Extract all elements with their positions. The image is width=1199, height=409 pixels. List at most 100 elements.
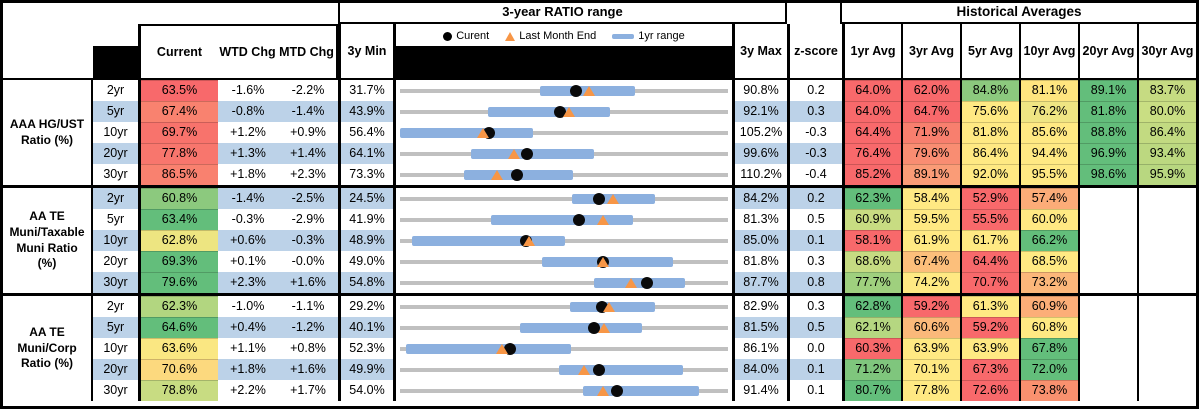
- last-month-triangle-marker: [523, 235, 536, 246]
- current-cell: 79.6%: [138, 272, 218, 293]
- change-columns-header: Current WTD Chg MTD Chg: [138, 24, 338, 78]
- avg-cell-3yr-avg: 59.2%: [901, 296, 960, 317]
- tenor-cell: 5yr: [93, 101, 138, 122]
- table-row: 2yr 62.3% -1.0% -1.1% 29.2% 82.9% 0.3 62.8% 59.2…: [93, 296, 1196, 317]
- wtd-chg-cell: -1.4%: [218, 188, 278, 209]
- wtd-chg-cell: +0.1%: [218, 251, 278, 272]
- mtd-chg-cell: -2.5%: [278, 188, 338, 209]
- wtd-chg-cell: +2.2%: [218, 380, 278, 401]
- max-3y-cell: 85.0%: [732, 230, 787, 251]
- wtd-chg-cell: +0.4%: [218, 317, 278, 338]
- avg-cell-5yr-avg: 59.2%: [960, 317, 1019, 338]
- last-month-triangle-marker: [577, 364, 590, 375]
- avg-cell-30yr-avg: [1137, 230, 1196, 251]
- max-3y-cell: 81.5%: [732, 317, 787, 338]
- avg-cell-1yr-avg: 60.3%: [842, 338, 901, 359]
- avg-cell-5yr-avg: 72.6%: [960, 380, 1019, 401]
- table-row: 30yr 86.5% +1.8% +2.3% 73.3% 110.2% -0.4 85.2% 8…: [93, 164, 1196, 185]
- last-month-triangle-marker: [596, 256, 609, 267]
- tenor-cell: 20yr: [93, 359, 138, 380]
- zscore-cell: 0.5: [787, 317, 842, 338]
- range-chart-cell: [393, 188, 732, 209]
- avg-cell-1yr-avg: 68.6%: [842, 251, 901, 272]
- avg-cell-30yr-avg: [1137, 272, 1196, 293]
- avg-cell-10yr-avg: 94.4%: [1019, 143, 1078, 164]
- range-track: [400, 317, 728, 338]
- tenor-cell: 2yr: [93, 188, 138, 209]
- avg-cell-3yr-avg: 58.4%: [901, 188, 960, 209]
- range-chart-cell: [393, 122, 732, 143]
- last-month-triangle-marker: [607, 193, 620, 204]
- avg-cell-20yr-avg: [1078, 230, 1137, 251]
- current-dot-marker: [641, 276, 654, 289]
- range-track: [400, 80, 728, 101]
- avg-cell-30yr-avg: [1137, 251, 1196, 272]
- avg-cell-10yr-avg: 68.5%: [1019, 251, 1078, 272]
- avg-cell-30yr-avg: 83.7%: [1137, 80, 1196, 101]
- avg-cell-5yr-avg: 86.4%: [960, 143, 1019, 164]
- min-3y-cell: 40.1%: [338, 317, 393, 338]
- range-line-3y: [400, 130, 728, 135]
- tenor-cell: 10yr: [93, 230, 138, 251]
- col-header-30yr-avg: 30yr Avg: [1137, 24, 1196, 78]
- zscore-cell: -0.4: [787, 164, 842, 185]
- range-bar-1yr: [519, 322, 643, 333]
- black-fill-block: [396, 46, 732, 78]
- mtd-chg-cell: -1.2%: [278, 317, 338, 338]
- col-header-current: Current: [156, 45, 203, 59]
- avg-cell-5yr-avg: 64.4%: [960, 251, 1019, 272]
- tenor-cell: 30yr: [93, 164, 138, 185]
- min-3y-cell: 49.9%: [338, 359, 393, 380]
- col-header-1yr-avg: 1yr Avg: [842, 24, 901, 78]
- avg-cell-3yr-avg: 74.2%: [901, 272, 960, 293]
- avg-cell-3yr-avg: 79.6%: [901, 143, 960, 164]
- range-bar-1yr: [471, 148, 594, 159]
- avg-cell-3yr-avg: 77.8%: [901, 380, 960, 401]
- range-track: [400, 359, 728, 380]
- last-month-triangle-marker: [563, 106, 576, 117]
- mtd-chg-cell: -0.0%: [278, 251, 338, 272]
- min-3y-cell: 24.5%: [338, 188, 393, 209]
- group-rows: 2yr 62.3% -1.0% -1.1% 29.2% 82.9% 0.3 62.8% 59.2…: [93, 296, 1196, 401]
- header-band-top: 3-year RATIO range Historical Averages: [3, 3, 1196, 24]
- avg-cell-5yr-avg: 61.7%: [960, 230, 1019, 251]
- zscore-cell: 0.5: [787, 209, 842, 230]
- range-section-title: 3-year RATIO range: [338, 3, 787, 24]
- range-chart-cell: [393, 317, 732, 338]
- avg-cell-1yr-avg: 85.2%: [842, 164, 901, 185]
- legend-lme-label: Last Month End: [519, 30, 597, 42]
- max-3y-cell: 105.2%: [732, 122, 787, 143]
- last-month-triangle-marker: [477, 127, 490, 138]
- max-3y-cell: 86.1%: [732, 338, 787, 359]
- avg-cell-20yr-avg: [1078, 188, 1137, 209]
- max-3y-cell: 91.4%: [732, 380, 787, 401]
- table-row: 5yr 67.4% -0.8% -1.4% 43.9% 92.1% 0.3 64.0% 64.7…: [93, 101, 1196, 122]
- range-line-3y: [400, 304, 728, 309]
- range-track: [400, 188, 728, 209]
- chart-column-header: Curent Last Month End 1yr range: [393, 24, 732, 78]
- range-track: [400, 251, 728, 272]
- range-track: [400, 296, 728, 317]
- avg-cell-3yr-avg: 62.0%: [901, 80, 960, 101]
- avg-cell-30yr-avg: [1137, 359, 1196, 380]
- avg-cell-20yr-avg: [1078, 209, 1137, 230]
- avg-cell-3yr-avg: 64.7%: [901, 101, 960, 122]
- tenor-cell: 30yr: [93, 272, 138, 293]
- range-chart-cell: [393, 296, 732, 317]
- last-month-triangle-marker: [582, 85, 595, 96]
- current-cell: 64.6%: [138, 317, 218, 338]
- avg-cell-30yr-avg: [1137, 188, 1196, 209]
- avg-cell-5yr-avg: 61.3%: [960, 296, 1019, 317]
- current-dot-marker: [593, 192, 606, 205]
- avg-cell-30yr-avg: 80.0%: [1137, 101, 1196, 122]
- group-rows: 2yr 63.5% -1.6% -2.2% 31.7% 90.8% 0.2 64.0% 62.0…: [93, 80, 1196, 185]
- avg-cell-3yr-avg: 59.5%: [901, 209, 960, 230]
- legend-item-1yr-range: 1yr range: [612, 30, 685, 42]
- avg-cell-10yr-avg: 66.2%: [1019, 230, 1078, 251]
- last-month-triangle-marker: [597, 214, 610, 225]
- last-month-triangle-marker: [507, 148, 520, 159]
- min-3y-cell: 48.9%: [338, 230, 393, 251]
- avg-cell-5yr-avg: 75.6%: [960, 101, 1019, 122]
- tenor-cell: 2yr: [93, 296, 138, 317]
- range-chart-cell: [393, 230, 732, 251]
